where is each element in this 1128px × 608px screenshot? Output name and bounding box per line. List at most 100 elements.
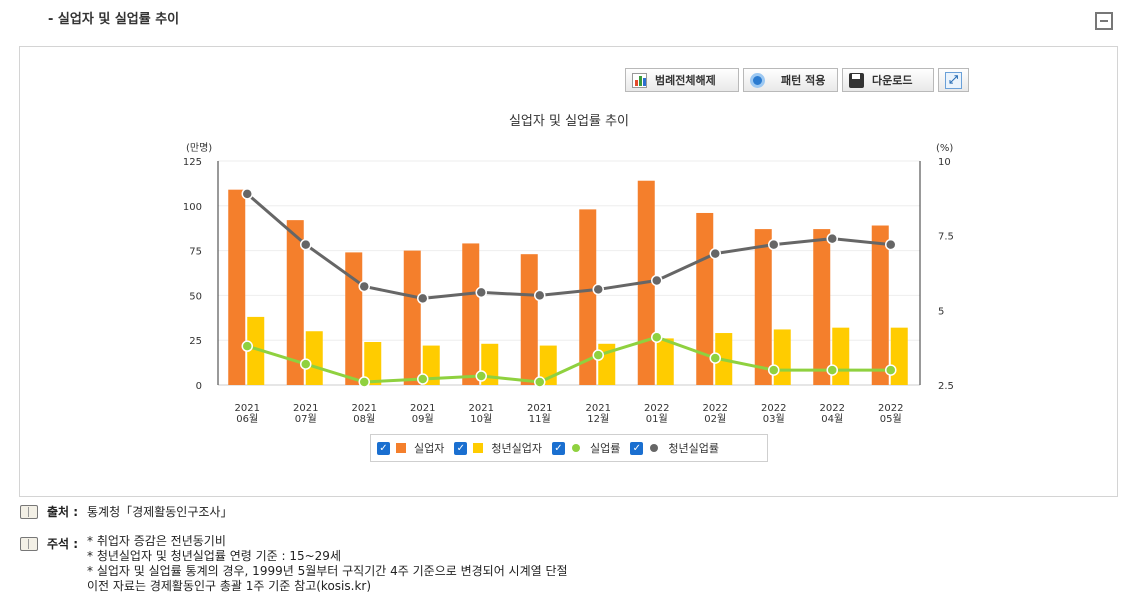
checkbox-icon[interactable]: ✓ [377,441,390,455]
y-left-tick-label: 100 [183,202,202,213]
bar-layer [228,180,908,385]
legend-swatch [396,443,406,453]
checkbox-icon[interactable]: ✓ [630,441,644,455]
x-label-layer: 2021 06월 2021 07월 2021 08월 2021 09월 2021 10월 2021 1… [235,403,904,425]
book-icon [20,505,38,519]
bar-youth-unemployed [890,327,908,385]
x-tick-label: 2022 02월 [703,403,728,425]
y-left-unit: (만명) [186,142,212,154]
bar-unemployed [813,229,831,385]
point-rate [300,358,312,370]
bar-unemployed [462,243,480,385]
chart-toolbar: 범례전체해제 패턴 적용 다운로드 ⤢ [20,68,1117,92]
point-youth-rate [300,238,312,251]
point-rate [592,349,604,361]
y-right-tick-label: 5 [938,306,944,317]
legend-label: 실업자 [414,442,445,455]
y-right-unit: (%) [936,143,953,154]
point-rate [417,373,429,385]
bar-youth-unemployed [247,316,265,385]
pattern-button[interactable]: 패턴 적용 [743,68,838,92]
legend-label: 청년실업률 [668,442,719,455]
y-right-tick-label: 7.5 [938,232,954,243]
pattern-label: 패턴 적용 [781,74,826,87]
legend-item-youth-unemployed[interactable]: ✓ 청년실업자 [454,440,542,456]
book-icon [20,537,38,551]
point-rate [241,340,253,352]
point-rate [768,364,780,376]
point-youth-rate [475,286,487,299]
source-label: 출처 : [47,505,79,519]
legend-item-unemployment-rate[interactable]: ✓ 실업률 [551,440,621,456]
grid-layer [218,160,920,386]
point-rate [885,364,897,376]
y-left-tick-label: 0 [196,381,202,392]
fullscreen-button[interactable]: ⤢ [938,68,969,92]
y-right-tick-label: 10 [938,157,951,168]
chart-title: 실업자 및 실업률 추이 [509,114,629,129]
bar-youth-unemployed [422,345,440,385]
legend-toggle-label: 범례전체해제 [655,74,716,87]
x-tick-label: 2022 04월 [820,403,845,425]
bar-youth-unemployed [305,331,323,385]
checkbox-icon[interactable]: ✓ [454,441,468,455]
y-left-tick-label: 75 [189,247,202,258]
bar-unemployed [228,189,246,385]
legend-swatch [650,444,659,452]
point-rate [534,376,546,388]
bar-unemployed [754,229,772,385]
point-youth-rate [709,247,721,260]
bar-youth-unemployed [364,341,382,385]
remark-lines: * 취업자 증감은 전년동기비 * 청년실업자 및 청년실업률 연령 기준 : … [87,534,568,594]
bar-unemployed [286,220,304,385]
line-layer [241,188,897,388]
x-tick-label: 2021 11월 [527,403,552,425]
bar-unemployed [520,254,538,385]
x-tick-label: 2021 09월 [410,403,435,425]
x-tick-label: 2021 08월 [352,403,377,425]
x-tick-label: 2021 07월 [293,403,318,425]
legend-swatch [571,444,580,452]
remark-line: * 청년실업자 및 청년실업률 연령 기준 : 15~29세 [87,549,341,563]
y-left-tick-label: 125 [183,157,202,168]
bar-youth-unemployed [656,338,674,385]
bar-youth-unemployed [773,329,791,385]
bar-unemployed [403,250,421,385]
source-text: 통계청「경제활동인구조사」 [87,505,233,519]
legend-toggle-button[interactable]: 범례전체해제 [625,68,739,92]
remark-line: * 실업자 및 실업률 통계의 경우, 1999년 5월부터 구직기간 4주 기… [87,564,568,578]
legend-item-youth-unemployment-rate[interactable]: ✓ 청년실업률 [630,440,719,456]
download-button[interactable]: 다운로드 [842,68,934,92]
x-tick-label: 2021 12월 [586,403,611,425]
save-icon [849,72,864,88]
y-right-tick-label: 2.5 [938,381,954,392]
legend-swatch [473,443,484,453]
point-youth-rate [241,188,253,200]
point-rate [651,331,663,343]
point-youth-rate [534,289,546,302]
point-youth-rate [358,280,370,293]
axis-layer: 0 25 50 75 100 125 2.5 5 7.5 10 [183,157,954,392]
y-left-tick-label: 50 [189,291,202,302]
point-rate [709,352,721,364]
remark-line: 이전 자료는 경제활동인구 총괄 1주 기준 참고(kosis.kr) [87,579,372,593]
point-rate [475,370,487,382]
legend-label: 실업률 [589,442,621,455]
point-youth-rate [768,238,780,251]
x-tick-label: 2022 05월 [878,403,903,425]
chart-panel: 범례전체해제 패턴 적용 다운로드 ⤢ 실업자 및 실업률 추이 (만명) (%… [19,46,1118,497]
x-tick-label: 2022 01월 [644,403,669,425]
remark-line: * 취업자 증감은 전년동기비 [87,534,226,548]
bar-unemployed [871,225,889,385]
collapse-button[interactable] [1095,12,1113,30]
remark-label: 주석 : [47,537,79,551]
point-youth-rate [826,232,838,245]
bar-chart-icon [632,72,647,88]
series-line-youth-rate [246,192,891,300]
legend-item-unemployed[interactable]: ✓ 실업자 [377,440,444,456]
point-youth-rate [592,283,604,296]
point-youth-rate [651,274,663,287]
bar-unemployed [579,209,597,385]
bar-youth-unemployed [832,327,850,385]
checkbox-icon[interactable]: ✓ [551,441,565,455]
